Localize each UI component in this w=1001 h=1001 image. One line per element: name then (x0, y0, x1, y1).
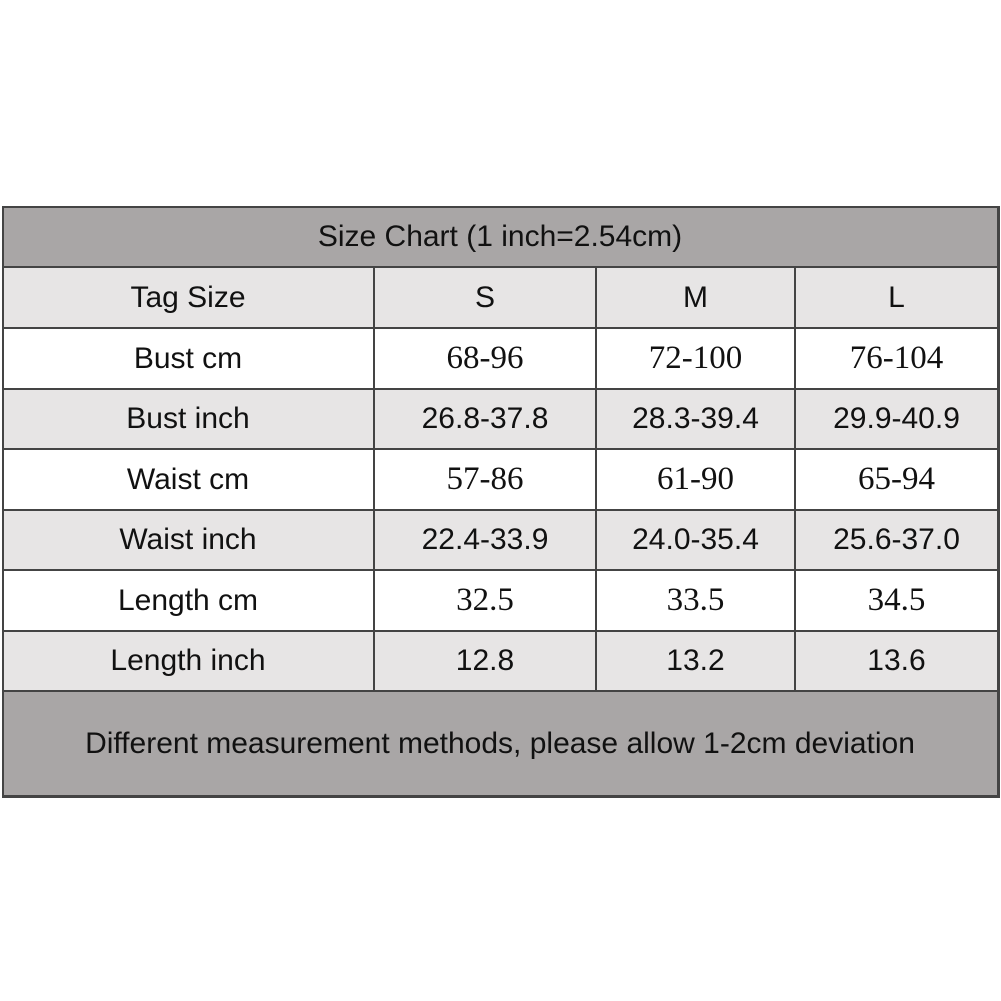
value-cell: 57-86 (375, 450, 597, 511)
header-cell: M (597, 268, 796, 329)
header-cell: S (375, 268, 597, 329)
value-cell: 68-96 (375, 329, 597, 390)
row-label: Bust cm (3, 329, 375, 390)
value-cell: 24.0-35.4 (597, 511, 796, 571)
value-cell: 25.6-37.0 (796, 511, 999, 571)
value-cell: 29.9-40.9 (796, 390, 999, 450)
header-cell: Tag Size (3, 268, 375, 329)
value-cell: 61-90 (597, 450, 796, 511)
table-title: Size Chart (1 inch=2.54cm) (3, 207, 999, 268)
value-cell: 65-94 (796, 450, 999, 511)
row-label: Waist cm (3, 450, 375, 511)
value-cell: 28.3-39.4 (597, 390, 796, 450)
footer-note: Different measurement methods, please al… (3, 692, 999, 797)
row-label: Length inch (3, 632, 375, 692)
row-label: Waist inch (3, 511, 375, 571)
value-cell: 12.8 (375, 632, 597, 692)
value-cell: 34.5 (796, 571, 999, 632)
row-label: Length cm (3, 571, 375, 632)
value-cell: 26.8-37.8 (375, 390, 597, 450)
value-cell: 32.5 (375, 571, 597, 632)
value-cell: 13.6 (796, 632, 999, 692)
value-cell: 72-100 (597, 329, 796, 390)
header-cell: L (796, 268, 999, 329)
value-cell: 13.2 (597, 632, 796, 692)
value-cell: 76-104 (796, 329, 999, 390)
value-cell: 22.4-33.9 (375, 511, 597, 571)
row-label: Bust inch (3, 390, 375, 450)
value-cell: 33.5 (597, 571, 796, 632)
